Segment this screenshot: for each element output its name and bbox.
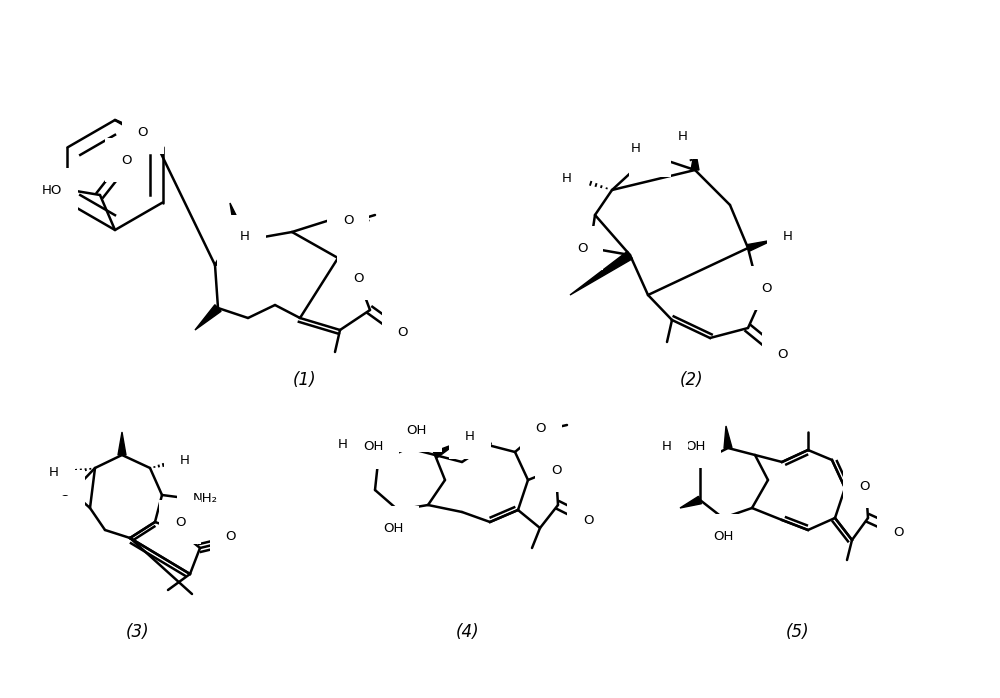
Text: O: O [59,486,69,498]
Text: H: H [678,131,688,144]
Text: O: O [551,463,561,477]
Text: H: H [180,454,190,466]
Text: (2): (2) [680,371,704,389]
Polygon shape [724,426,732,448]
Text: O: O [226,530,236,542]
Polygon shape [483,427,491,446]
Polygon shape [570,251,632,295]
Text: H: H [631,142,641,156]
Text: H: H [662,440,672,452]
Text: (4): (4) [456,623,480,641]
Text: O: O [353,272,363,285]
Text: O: O [893,526,903,540]
Text: H: H [338,438,348,450]
Text: OH: OH [713,530,733,542]
Text: O: O [859,480,869,493]
Text: O: O [577,242,587,255]
Text: O: O [398,327,408,339]
Text: (3): (3) [126,623,150,641]
Text: N: N [645,149,655,161]
Polygon shape [747,240,773,251]
Text: O: O [175,516,185,528]
Polygon shape [230,203,242,229]
Text: O: O [121,154,131,167]
Text: O: O [761,281,771,295]
Polygon shape [691,148,699,170]
Text: NH₂: NH₂ [193,491,218,505]
Text: OH: OH [363,440,383,454]
Text: OH: OH [685,440,705,452]
Polygon shape [118,432,126,455]
Polygon shape [680,496,701,508]
Text: O: O [138,126,148,138]
Text: H: H [240,230,250,244]
Text: H: H [465,431,475,443]
Polygon shape [433,443,457,458]
Text: (5): (5) [786,623,810,641]
Text: H: H [783,230,793,242]
Text: OH: OH [383,521,403,535]
Text: O: O [233,248,243,260]
Text: O: O [583,514,593,528]
Text: O: O [343,214,353,226]
Text: O: O [778,348,788,362]
Polygon shape [195,305,221,330]
Text: H: H [49,466,59,480]
Text: OH: OH [406,424,426,436]
Text: HO: HO [42,184,62,197]
Polygon shape [718,517,726,533]
Text: O: O [536,422,546,436]
Text: H: H [562,172,572,184]
Text: (1): (1) [293,371,317,389]
